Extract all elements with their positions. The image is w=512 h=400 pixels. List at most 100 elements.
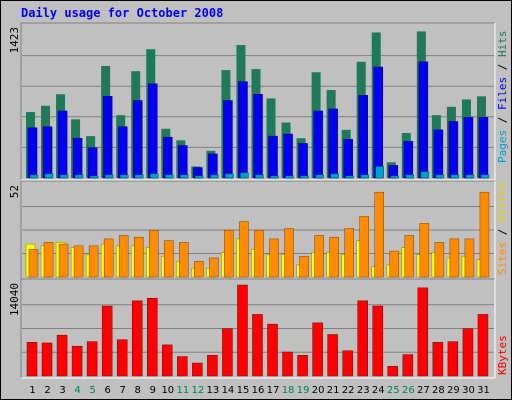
legend-sep: /: [496, 57, 509, 77]
bar-sites: [329, 236, 339, 278]
bar-pages: [150, 173, 159, 179]
bar-pages: [59, 174, 69, 179]
bar-pages: [134, 174, 144, 179]
bar-pages: [29, 174, 39, 179]
x-tick-label: 8: [135, 385, 141, 396]
x-tick-label: 23: [357, 385, 370, 396]
bar-files: [328, 108, 338, 179]
bar-pages: [119, 174, 129, 179]
bar-pages: [390, 175, 400, 179]
bar-files: [313, 110, 323, 179]
x-tick-label: 24: [372, 385, 385, 396]
legend-sites: Sites: [496, 242, 509, 275]
legend-hits-files-pages: Pages / Files / Hits: [496, 31, 509, 164]
x-tick-label: 12: [192, 385, 205, 396]
bar-sites: [179, 242, 189, 278]
bar-files: [178, 145, 188, 179]
bar-pages: [74, 174, 84, 179]
bar-kbytes: [402, 354, 414, 377]
x-tick-label: 18: [282, 385, 295, 396]
bar-pages: [195, 175, 204, 179]
legend-sep: /: [496, 222, 509, 242]
bar-pages: [255, 174, 264, 179]
bar-pages: [345, 175, 354, 179]
y-max-label: 1423: [8, 27, 21, 54]
bar-kbytes: [86, 341, 98, 377]
bar-kbytes: [462, 328, 474, 377]
bar-pages: [330, 173, 339, 179]
y-max-label: 52: [8, 185, 21, 198]
bar-sites: [449, 238, 460, 278]
bar-pages: [480, 174, 490, 179]
bar-sites: [344, 228, 354, 278]
bar-files: [433, 129, 444, 179]
bar-files: [148, 83, 158, 179]
x-tick-label: 30: [462, 385, 475, 396]
bar-files: [253, 93, 263, 179]
bar-sites: [88, 245, 99, 278]
x-tick-label: 9: [150, 385, 156, 396]
bar-pages: [360, 174, 369, 179]
bar-pages: [270, 175, 279, 179]
bar-kbytes: [101, 305, 113, 377]
bar-files: [132, 100, 143, 179]
bar-sites: [133, 236, 144, 278]
bar-files: [268, 135, 278, 179]
bar-kbytes: [252, 314, 263, 377]
bar-files: [72, 137, 83, 179]
bar-files: [87, 147, 98, 179]
bar-files: [208, 153, 218, 179]
bar-kbytes: [282, 351, 293, 377]
bar-kbytes: [357, 300, 368, 377]
bar-files: [403, 141, 414, 179]
bar-kbytes: [417, 287, 429, 377]
bar-pages: [300, 175, 309, 179]
bar-sites: [194, 261, 204, 278]
bar-kbytes: [56, 334, 68, 377]
bar-kbytes: [327, 334, 338, 377]
legend-visits-sites: Sites / Visits: [496, 182, 509, 275]
bar-kbytes: [162, 344, 173, 377]
bar-pages: [240, 172, 249, 179]
legend-hits: Hits: [496, 31, 509, 58]
bar-sites: [299, 255, 309, 278]
legend-visits: Visits: [496, 182, 509, 222]
x-tick-label: 21: [327, 385, 340, 396]
x-tick-label: 6: [104, 385, 110, 396]
x-tick-label: 5: [89, 385, 95, 396]
bar-kbytes: [432, 342, 444, 377]
bar-sites: [404, 235, 415, 278]
bar-sites: [43, 242, 54, 278]
bar-kbytes: [147, 297, 158, 377]
bar-files: [418, 61, 429, 179]
bar-pages: [210, 174, 219, 179]
bar-sites: [374, 191, 384, 278]
x-tick-label: 19: [297, 385, 310, 396]
bar-sites: [359, 216, 369, 278]
bar-files: [373, 66, 383, 179]
bar-kbytes: [447, 341, 459, 377]
bar-kbytes: [222, 328, 233, 377]
bar-kbytes: [192, 362, 203, 377]
bar-pages: [420, 171, 430, 179]
x-tick-label: 20: [312, 385, 325, 396]
bar-files: [42, 126, 53, 179]
bar-files: [448, 121, 459, 179]
bar-pages: [405, 174, 415, 179]
page-title: Daily usage for October 2008: [21, 6, 224, 20]
x-tick-label: 7: [120, 385, 126, 396]
bar-pages: [165, 174, 174, 179]
bar-sites: [314, 235, 324, 278]
bar-kbytes: [131, 300, 143, 377]
bar-sites: [284, 228, 294, 278]
bar-pages: [315, 174, 324, 179]
bar-files: [343, 139, 353, 179]
x-tick-label: 15: [237, 385, 250, 396]
bar-pages: [89, 175, 99, 179]
bar-sites: [479, 191, 490, 278]
bar-pages: [180, 174, 189, 179]
bar-kbytes: [116, 339, 128, 377]
x-tick-label: 14: [222, 385, 235, 396]
bar-files: [57, 110, 68, 179]
